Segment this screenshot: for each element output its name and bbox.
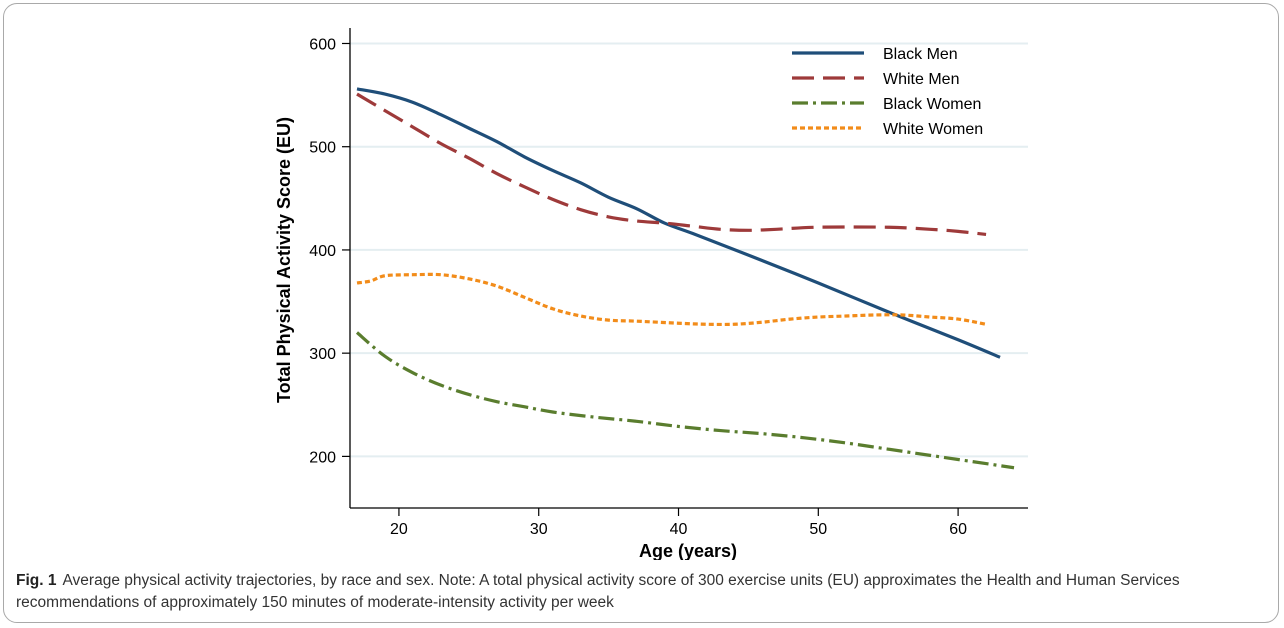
x-tick-label: 40 <box>670 521 688 538</box>
y-axis-label: Total Physical Activity Score (EU) <box>274 117 294 403</box>
legend-label: Black Men <box>883 46 958 63</box>
legend-label: White Men <box>883 71 959 88</box>
line-chart: 200 300 400 500 600 20 30 40 50 60 Black Men White… <box>274 28 1028 560</box>
x-axis-label: Age (years) <box>639 541 737 560</box>
y-tick-label: 400 <box>309 243 336 260</box>
series-line-white-women <box>356 272 987 327</box>
axes: 200 300 400 500 600 20 30 40 50 60 <box>309 28 1028 538</box>
legend-label: Black Women <box>883 96 981 113</box>
y-tick-label: 600 <box>309 36 336 53</box>
series-line-black-men <box>356 87 1001 359</box>
x-tick-label: 30 <box>530 521 548 538</box>
figure-frame <box>3 3 1279 623</box>
x-tick-label: 50 <box>809 521 827 538</box>
x-tick-label: 60 <box>949 521 967 538</box>
series-line-black-women <box>355 331 1015 470</box>
caption-text: Average physical activity trajectories, … <box>16 572 1180 611</box>
y-tick-label: 300 <box>309 346 336 363</box>
gridlines <box>350 42 1028 458</box>
legend-label: White Women <box>883 121 983 138</box>
figure-caption: Fig. 1 Average physical activity trajecto… <box>16 570 1266 614</box>
x-tick-label: 20 <box>390 521 408 538</box>
series-lines <box>355 87 1015 470</box>
figure-label: Fig. 1 <box>16 572 57 589</box>
y-tick-label: 200 <box>309 449 336 466</box>
legend: Black Men White Men Black Women White Women <box>792 46 983 138</box>
y-tick-label: 500 <box>309 140 336 157</box>
series-line-white-men <box>356 92 987 237</box>
